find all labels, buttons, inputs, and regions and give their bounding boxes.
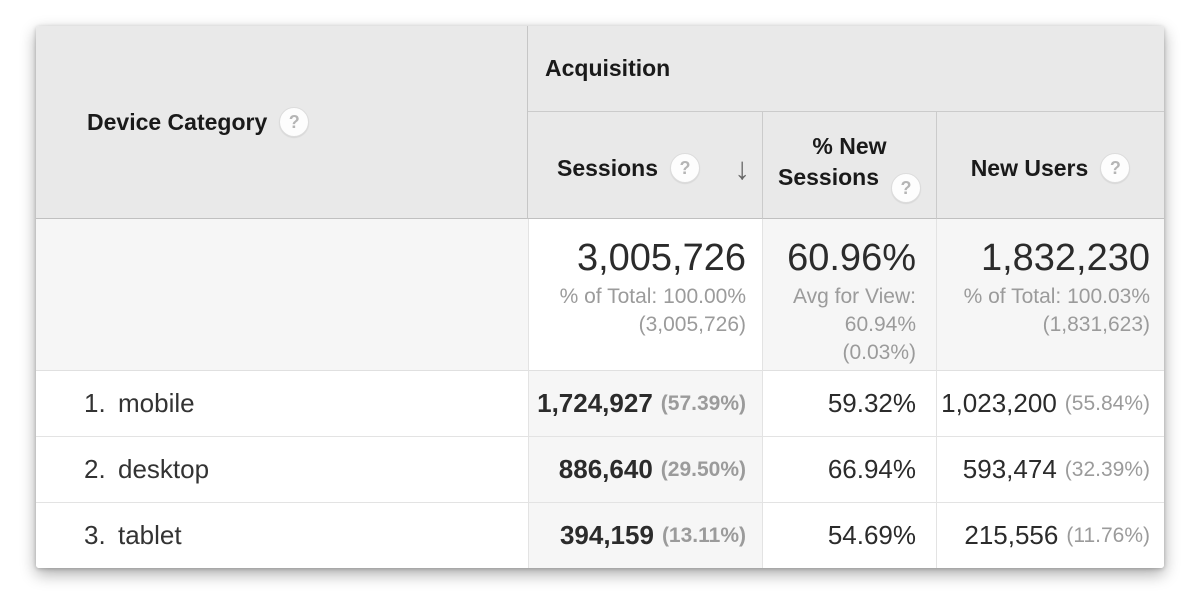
new-users-share: (11.76%): [1066, 523, 1150, 547]
totals-sessions-value: 3,005,726: [576, 237, 746, 279]
row-rank: 2.: [84, 454, 106, 484]
totals-new-users-cell: 1,832,230 % of Total: 100.03% (1,831,623…: [936, 219, 1164, 371]
acquisition-group-header: Acquisition: [528, 26, 1164, 112]
sessions-value: 1,724,927: [537, 388, 653, 418]
new-users-value: 1,023,200: [941, 388, 1057, 418]
totals-pct-new-sessions-cell: 60.96% Avg for View: 60.94% (0.03%): [762, 219, 936, 371]
pct-new-sessions-header-label: % New Sessions?: [777, 131, 923, 204]
help-icon[interactable]: ?: [891, 173, 921, 204]
sessions-value: 394,159: [559, 520, 654, 550]
row-label-mobile: 1. mobile: [36, 371, 528, 437]
totals-new-users-note: % of Total: 100.03% (1,831,623): [963, 285, 1150, 336]
device-category-header-label: Device Category: [87, 108, 268, 135]
sessions-share: (29.50%): [660, 457, 746, 481]
sessions-cell: 394,159 (13.11%): [528, 503, 762, 568]
row-label-desktop: 2. desktop: [36, 437, 528, 503]
row-rank: 1.: [84, 388, 106, 418]
totals-new-users-value: 1,832,230: [980, 237, 1150, 279]
new-users-cell: 1,023,200 (55.84%): [936, 371, 1164, 437]
device-label: mobile: [118, 388, 195, 418]
pct-new-sessions-cell: 66.94%: [762, 437, 936, 503]
totals-pct-new-sessions-note: Avg for View: 60.94% (0.03%): [793, 285, 916, 364]
row-rank: 3.: [84, 520, 106, 550]
pct-new-sessions-value: 66.94%: [827, 454, 916, 484]
device-label: tablet: [118, 520, 182, 550]
column-header-new-users[interactable]: New Users ?: [936, 112, 1164, 219]
help-icon[interactable]: ?: [670, 153, 700, 183]
new-users-header-label: New Users: [970, 154, 1089, 181]
totals-sessions-cell: 3,005,726 % of Total: 100.00% (3,005,726…: [528, 219, 762, 371]
sessions-share: (57.39%): [660, 391, 746, 415]
acquisition-group-label: Acquisition: [545, 55, 671, 81]
new-users-value: 593,474: [962, 454, 1057, 484]
pct-new-sessions-cell: 54.69%: [762, 503, 936, 568]
sessions-cell: 886,640 (29.50%): [528, 437, 762, 503]
pct-new-sessions-value: 54.69%: [827, 520, 916, 550]
new-users-cell: 593,474 (32.39%): [936, 437, 1164, 503]
device-category-report-table: Device Category ? Acquisition Sessions ?…: [36, 26, 1164, 568]
new-users-value: 215,556: [964, 520, 1059, 550]
totals-pct-new-sessions-value: 60.96%: [787, 237, 916, 279]
new-users-cell: 215,556 (11.76%): [936, 503, 1164, 568]
new-users-share: (55.84%): [1064, 391, 1150, 415]
row-label-tablet: 3. tablet: [36, 503, 528, 568]
help-icon[interactable]: ?: [1100, 153, 1131, 183]
column-header-sessions[interactable]: Sessions ? ↓: [528, 112, 762, 219]
sessions-value: 886,640: [558, 454, 653, 484]
new-users-share: (32.39%): [1064, 457, 1150, 481]
device-label: desktop: [118, 454, 210, 484]
help-icon[interactable]: ?: [279, 107, 310, 137]
column-header-device-category: Device Category ?: [36, 26, 528, 219]
column-header-pct-new-sessions[interactable]: % New Sessions?: [762, 112, 936, 219]
sessions-header-label: Sessions: [557, 154, 658, 181]
pct-new-sessions-cell: 59.32%: [762, 371, 936, 437]
sessions-cell: 1,724,927 (57.39%): [528, 371, 762, 437]
pct-new-sessions-value: 59.32%: [827, 388, 916, 418]
totals-sessions-note: % of Total: 100.00% (3,005,726): [559, 285, 746, 336]
sessions-share: (13.11%): [661, 523, 746, 547]
totals-dimension-cell: [36, 219, 528, 371]
sort-descending-icon: ↓: [734, 150, 751, 186]
